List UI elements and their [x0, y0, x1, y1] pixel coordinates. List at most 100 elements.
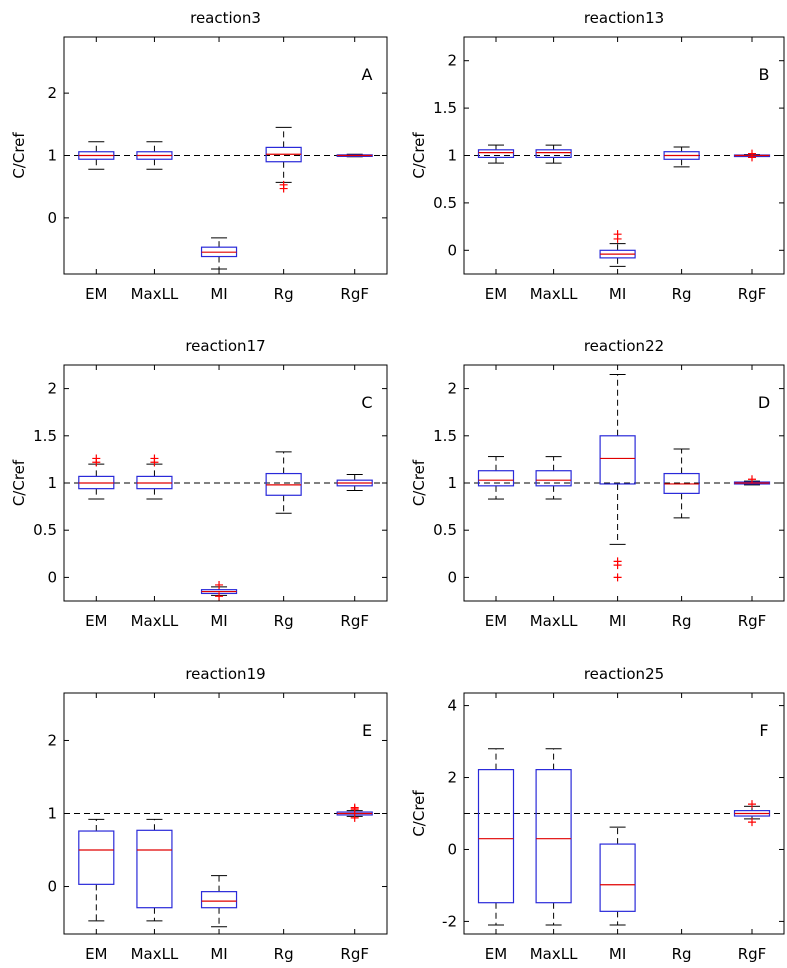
- outlier-point: [613, 561, 622, 570]
- box-rg: [265, 451, 302, 514]
- x-tick-label: MI: [210, 612, 227, 630]
- chart-panel-5: reaction19 0 1 2 EM MaxLL MI Rg RgF E: [47, 665, 388, 963]
- outlier-point: [613, 573, 622, 582]
- box-mi: [599, 373, 636, 582]
- y-tick-label: 0: [47, 878, 57, 896]
- x-tick-label: EM: [85, 612, 107, 630]
- x-tick-label: Rg: [672, 612, 692, 630]
- box-rgf: [336, 153, 373, 158]
- y-tick-label: 1: [47, 474, 57, 492]
- box-iqr: [477, 149, 515, 158]
- axes-frame: [463, 692, 785, 935]
- chart-panel-1: reaction3 C/Cref 0 1 2 EM MaxLL MI Rg RgF A: [10, 9, 388, 303]
- box-iqr: [477, 769, 515, 904]
- chart-title: reaction25: [584, 665, 664, 683]
- box-maxll: [136, 141, 173, 170]
- y-tick-label: 1.5: [33, 427, 57, 445]
- x-tick-label: MaxLL: [131, 945, 179, 963]
- box-mi: [200, 237, 238, 270]
- x-tick-label: MI: [609, 612, 626, 630]
- box-iqr: [599, 435, 636, 485]
- axes-frame: [463, 36, 785, 275]
- y-tick-label: 0: [447, 241, 457, 259]
- box-em: [477, 144, 515, 164]
- box-maxll: [136, 454, 173, 500]
- box-maxll: [535, 144, 572, 164]
- box-mi: [599, 826, 636, 926]
- x-tick-label: MI: [609, 285, 626, 303]
- y-axis-label: C/Cref: [410, 790, 428, 837]
- outlier-point: [92, 458, 101, 467]
- x-tick-label: RgF: [738, 945, 767, 963]
- outlier-point: [748, 800, 756, 809]
- box-mi: [200, 875, 238, 928]
- y-tick-label: 1: [447, 147, 457, 165]
- y-tick-label: 0: [47, 568, 57, 586]
- x-tick-label: RgF: [340, 285, 369, 303]
- x-tick-label: MI: [210, 945, 227, 963]
- outlier-point: [215, 580, 224, 589]
- x-tick-label: EM: [485, 945, 507, 963]
- x-tick-label: RgF: [738, 285, 767, 303]
- box-iqr: [535, 149, 572, 158]
- x-tick-label: RgF: [340, 945, 369, 963]
- outlier-point: [279, 184, 288, 193]
- y-tick-label: 2: [447, 380, 457, 398]
- box-em: [78, 818, 115, 922]
- y-tick-label: 2: [447, 52, 457, 70]
- chart-panel-6: reaction25 C/Cref -2 0 2 4 EM MaxLL MI Rg RgF F: [410, 665, 785, 963]
- panel-letter: F: [759, 721, 768, 740]
- x-tick-label: EM: [485, 285, 507, 303]
- box-em: [78, 141, 115, 170]
- y-tick-label: 2: [47, 731, 57, 749]
- outlier-point: [350, 803, 359, 812]
- box-em: [78, 454, 115, 500]
- box-rgf: [336, 474, 373, 492]
- y-axis-label: C/Cref: [10, 132, 28, 179]
- box-rgf: [733, 149, 771, 162]
- y-tick-label: 0: [447, 568, 457, 586]
- y-tick-label: 0.5: [33, 521, 57, 539]
- chart-panel-4: reaction22 C/Cref 0 0.5 1 1.5 2 EM MaxLL MI Rg RgF D: [410, 337, 785, 630]
- box-maxll: [535, 748, 572, 926]
- x-tick-label: Rg: [274, 285, 294, 303]
- y-tick-label: 2: [47, 84, 57, 102]
- chart-title: reaction19: [185, 665, 265, 683]
- panel-letter: D: [758, 393, 770, 412]
- box-rgf: [336, 803, 373, 822]
- box-iqr: [535, 470, 572, 487]
- axes-frame: [63, 36, 388, 275]
- y-tick-label: 1: [447, 474, 457, 492]
- x-tick-label: MaxLL: [530, 612, 578, 630]
- x-tick-label: EM: [85, 285, 107, 303]
- chart-title: reaction22: [584, 337, 664, 355]
- y-tick-label: 0: [447, 840, 457, 858]
- x-tick-label: Rg: [274, 945, 294, 963]
- y-tick-label: -2: [442, 912, 457, 930]
- y-tick-label: 0.5: [433, 194, 457, 212]
- axes-frame: [463, 364, 785, 602]
- box-iqr: [78, 830, 115, 885]
- y-tick-label: 0: [47, 209, 57, 227]
- box-em: [477, 456, 515, 500]
- outlier-point: [748, 149, 756, 158]
- box-rg: [265, 126, 302, 193]
- box-rgf: [733, 800, 771, 827]
- y-tick-label: 0.5: [433, 521, 457, 539]
- box-maxll: [535, 456, 572, 500]
- x-tick-label: Rg: [672, 945, 692, 963]
- chart-panel-3: reaction17 C/Cref 0 0.5 1 1.5 2 EM MaxLL MI Rg RgF C: [10, 337, 388, 630]
- chart-title: reaction3: [190, 9, 261, 27]
- box-iqr: [200, 891, 238, 909]
- y-axis-label: C/Cref: [410, 459, 428, 506]
- box-iqr: [535, 769, 572, 904]
- box-mi: [200, 580, 238, 601]
- x-tick-label: MaxLL: [530, 945, 578, 963]
- outlier-point: [215, 592, 224, 601]
- y-axis-label: C/Cref: [410, 132, 428, 179]
- y-tick-label: 1.5: [433, 99, 457, 117]
- x-tick-label: RgF: [738, 612, 767, 630]
- chart-title: reaction13: [584, 9, 664, 27]
- x-tick-label: Rg: [672, 285, 692, 303]
